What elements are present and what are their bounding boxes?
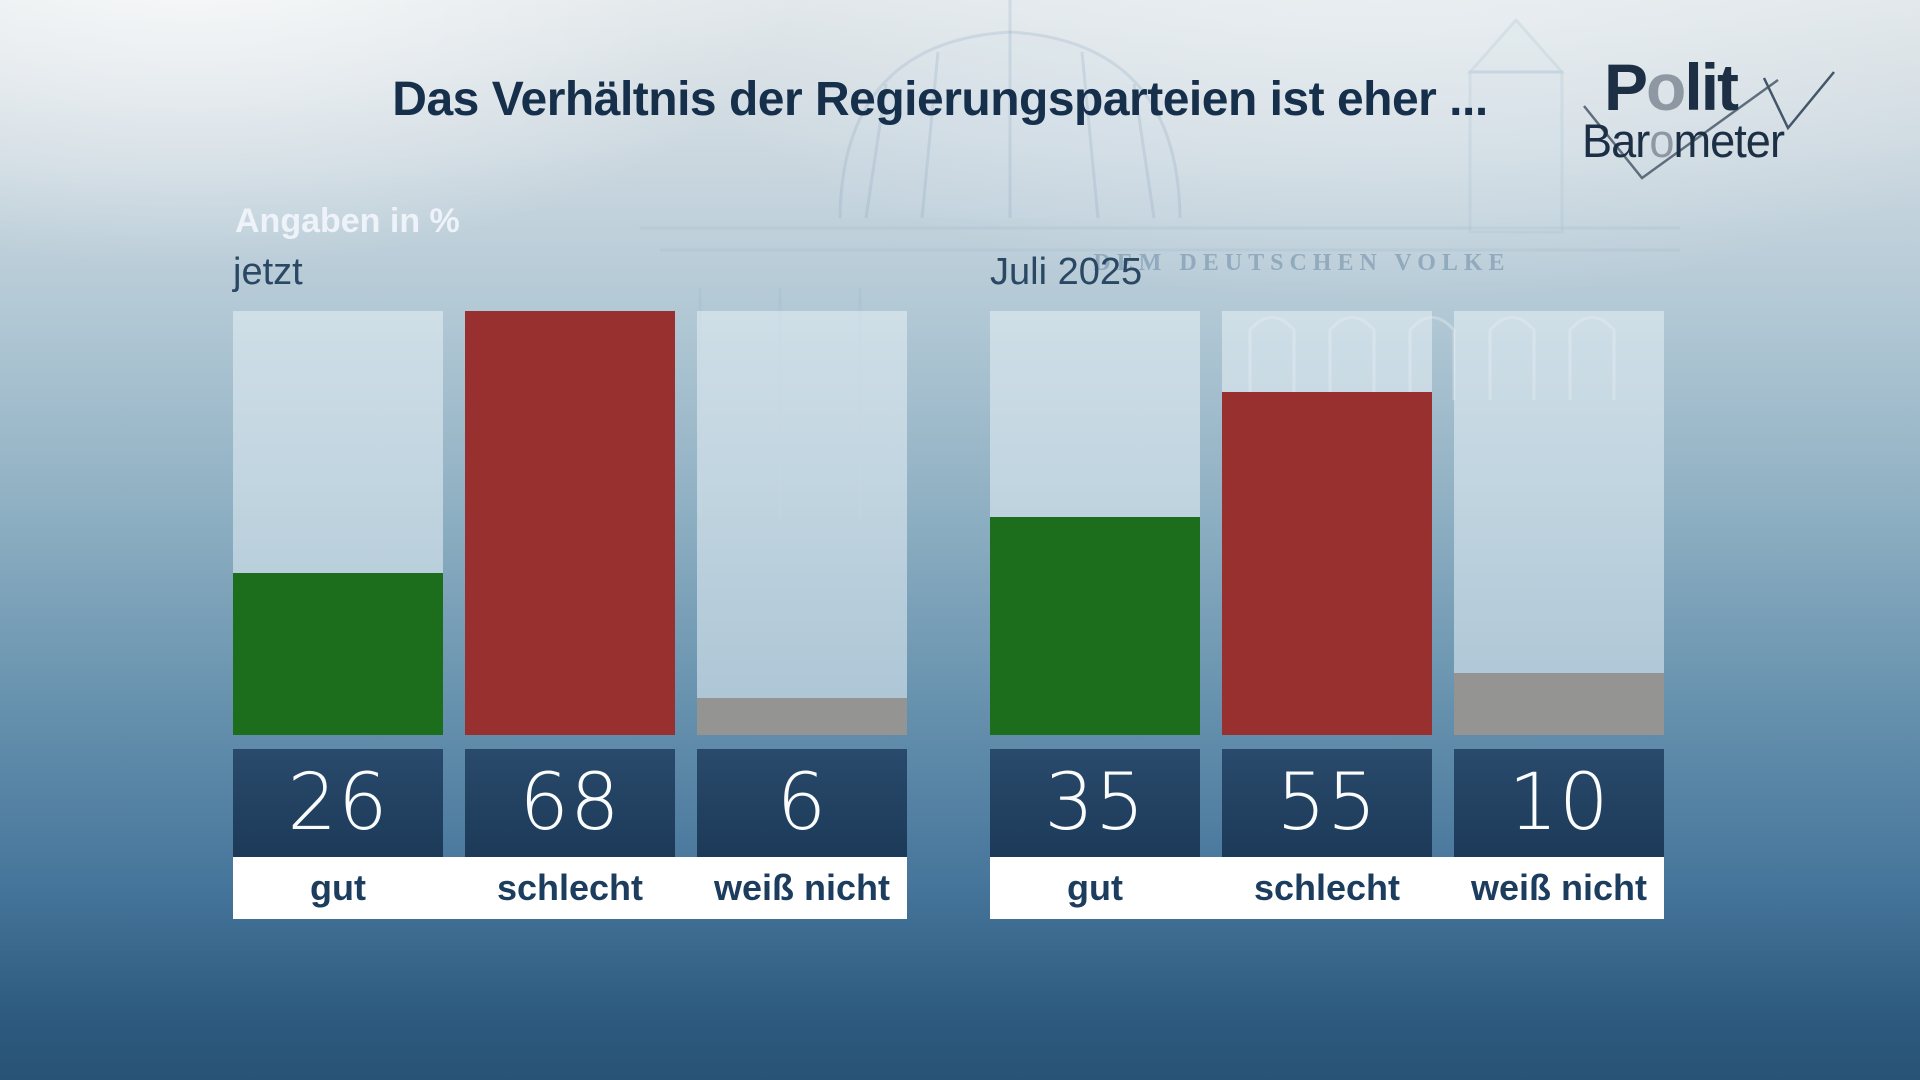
- category-label: schlecht: [1253, 867, 1401, 908]
- bar-gut: [233, 572, 443, 735]
- value-label: 10: [1508, 758, 1610, 848]
- chart-period-label: Juli 2025: [990, 251, 1143, 293]
- logo-zigzag-icon: [1583, 71, 1835, 180]
- logo-text-part: Bar: [1582, 114, 1650, 167]
- value-box: 68: [465, 749, 675, 857]
- bar-schlecht: [1222, 392, 1432, 735]
- chart-juli-2025: Juli 2025 35 55 10 gut schlecht weiß nic…: [990, 249, 1664, 919]
- bar-track: [465, 311, 675, 735]
- value-label: 55: [1276, 758, 1378, 848]
- value-label: 6: [776, 758, 828, 848]
- bar-weiss-nicht: [1454, 672, 1664, 735]
- bar-track: [1222, 311, 1432, 735]
- logo-text-part: o: [1649, 114, 1674, 167]
- politbarometer-logo: Polit Barometer: [1580, 54, 1842, 188]
- value-box: 55: [1222, 749, 1432, 857]
- bar-track: [233, 311, 443, 735]
- value-label: 68: [519, 758, 621, 848]
- main-title: Das Verhältnis der Regierungsparteien is…: [392, 73, 1488, 126]
- units-label: Angaben in %: [235, 202, 460, 240]
- category-label: gut: [1067, 867, 1123, 908]
- category-strip: gut schlecht weiß nicht: [233, 857, 907, 919]
- bars-row: [990, 311, 1664, 735]
- value-label: 26: [287, 758, 389, 848]
- category-label: gut: [310, 867, 366, 908]
- bar-track: [990, 311, 1200, 735]
- logo-text-part: lit: [1684, 50, 1739, 124]
- bar-track: [1454, 311, 1664, 735]
- bar-gut: [990, 516, 1200, 735]
- value-label: 35: [1044, 758, 1146, 848]
- value-box: 6: [697, 749, 907, 857]
- logo-word-polit: Polit: [1604, 54, 1739, 120]
- bar-track: [697, 311, 907, 735]
- bar-schlecht: [465, 311, 675, 735]
- logo-text-part: meter: [1673, 114, 1785, 167]
- logo-word-barometer: Barometer: [1582, 114, 1785, 167]
- values-row: 35 55 10: [990, 749, 1664, 857]
- value-box: 10: [1454, 749, 1664, 857]
- bars-row: [233, 311, 907, 735]
- bar-weiss-nicht: [697, 697, 907, 735]
- chart-period-label: jetzt: [233, 251, 303, 293]
- logo-text-part: P: [1604, 50, 1648, 124]
- logo-text-part: o: [1646, 50, 1686, 124]
- value-box: 26: [233, 749, 443, 857]
- category-strip: gut schlecht weiß nicht: [990, 857, 1664, 919]
- category-label: weiß nicht: [713, 867, 890, 908]
- values-row: 26 68 6: [233, 749, 907, 857]
- category-label: schlecht: [496, 867, 644, 908]
- chart-jetzt: jetzt 26 68 6 gut schlecht weiß nicht: [233, 249, 907, 919]
- value-box: 35: [990, 749, 1200, 857]
- category-label: weiß nicht: [1470, 867, 1647, 908]
